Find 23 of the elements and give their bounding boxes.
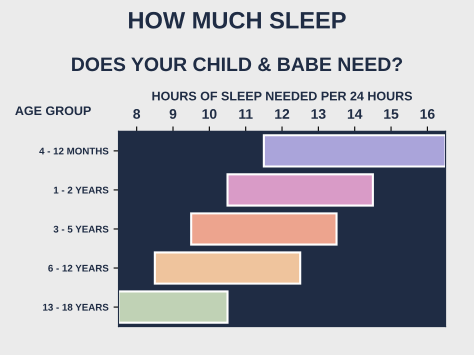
x-axis-title: HOURS OF SLEEP NEEDED PER 24 HOURS <box>152 92 412 100</box>
bar <box>226 173 374 207</box>
y-tick-label: 3 - 5 YEARS <box>54 226 108 233</box>
y-tick-label: 6 - 12 YEARS <box>48 264 108 272</box>
x-tick-label: 14 <box>348 109 362 119</box>
x-tick-label: 10 <box>202 109 217 119</box>
bar <box>118 290 229 324</box>
x-tick-label: 9 <box>170 109 176 119</box>
x-tick-label: 16 <box>420 109 435 119</box>
x-tick-label: 15 <box>384 109 398 119</box>
y-axis-title: AGE GROUP <box>15 106 91 116</box>
bar <box>262 134 446 168</box>
bar <box>154 251 302 285</box>
chart-subtitle: DOES YOUR CHILD & BABE NEED? <box>72 57 402 72</box>
chart-title: HOW MUCH SLEEP <box>129 12 346 29</box>
x-tick-label: 11 <box>239 109 253 119</box>
y-tick-label: 13 - 18 YEARS <box>43 304 108 311</box>
x-tick-label: 13 <box>312 109 326 119</box>
bar <box>190 212 338 246</box>
x-tick-label: 12 <box>275 109 290 119</box>
y-tick-label: 4 - 12 MONTHS <box>39 148 108 154</box>
y-tick-label: 1 - 2 YEARS <box>54 186 108 194</box>
x-tick-label: 8 <box>133 109 140 119</box>
